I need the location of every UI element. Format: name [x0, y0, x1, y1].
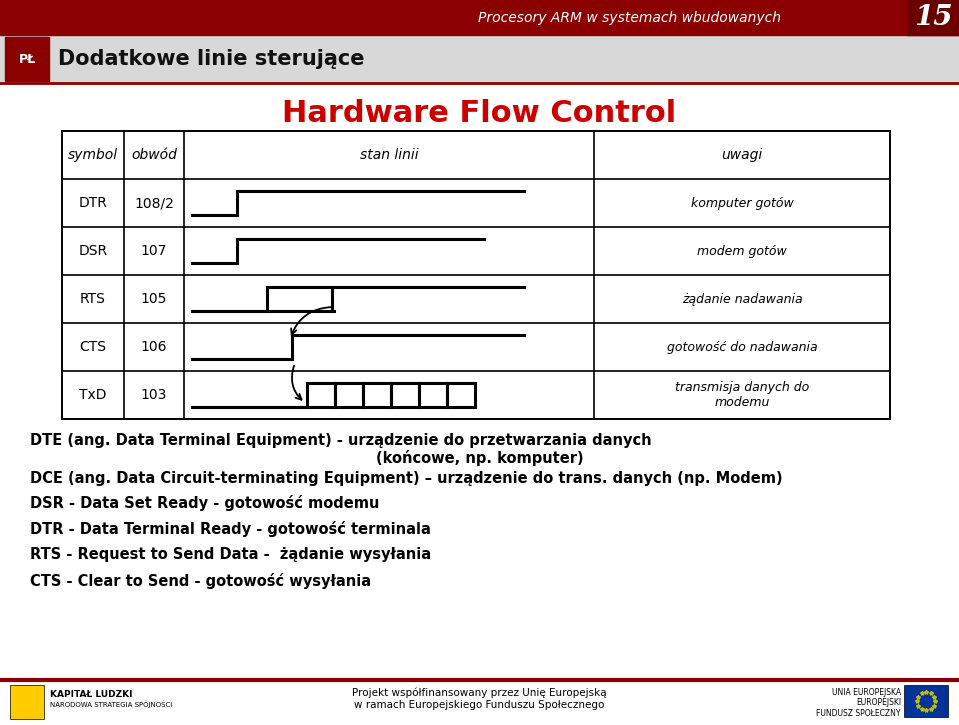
- Bar: [904, 685, 948, 717]
- Text: Procesory ARM w systemach wbudowanych: Procesory ARM w systemach wbudowanych: [479, 10, 782, 25]
- Text: 15: 15: [914, 4, 952, 31]
- Text: komputer gotów: komputer gotów: [690, 196, 793, 210]
- Text: symbol: symbol: [68, 148, 118, 162]
- Text: RTS - Request to Send Data -  żądanie wysyłania: RTS - Request to Send Data - żądanie wys…: [30, 547, 432, 562]
- Text: żądanie nadawania: żądanie nadawania: [682, 292, 803, 305]
- Text: RTS: RTS: [80, 292, 105, 306]
- Bar: [10, 685, 44, 719]
- Bar: [62, 131, 890, 419]
- Bar: [5, 37, 49, 81]
- Text: DCE (ang. Data Circuit-terminating Equipment) – urządzenie do trans. danych (np.: DCE (ang. Data Circuit-terminating Equip…: [30, 471, 783, 486]
- Text: CTS - Clear to Send - gotowość wysyłania: CTS - Clear to Send - gotowość wysyłania: [30, 573, 371, 589]
- Text: DTR: DTR: [79, 196, 107, 210]
- Text: modem gotów: modem gotów: [697, 244, 787, 257]
- Text: DSR: DSR: [79, 244, 107, 258]
- Text: NARODOWA STRATEGIA SPÓJNOŚCI: NARODOWA STRATEGIA SPÓJNOŚCI: [50, 700, 173, 708]
- Text: stan linii: stan linii: [360, 148, 418, 162]
- Text: gotowość do nadawania: gotowość do nadawania: [667, 341, 817, 354]
- Text: UNIA EUROPEJSKA
EUROPEJSKI
FUNDUSZ SPOŁECZNY: UNIA EUROPEJSKA EUROPEJSKI FUNDUSZ SPOŁE…: [816, 688, 901, 718]
- Text: KAPITAŁ LUDZKI: KAPITAŁ LUDZKI: [50, 690, 132, 699]
- Text: Hardware Flow Control: Hardware Flow Control: [282, 99, 677, 128]
- Text: DTR - Data Terminal Ready - gotowość terminala: DTR - Data Terminal Ready - gotowość ter…: [30, 521, 431, 537]
- Text: transmisja danych do
modemu: transmisja danych do modemu: [675, 381, 809, 409]
- Text: TxD: TxD: [80, 388, 106, 402]
- Text: (końcowe, np. komputer): (końcowe, np. komputer): [376, 450, 583, 466]
- Text: PŁ: PŁ: [18, 52, 35, 65]
- Text: 106: 106: [141, 340, 167, 354]
- Text: 103: 103: [141, 388, 167, 402]
- Bar: [907, 0, 959, 35]
- Text: DTE (ang. Data Terminal Equipment) - urządzenie do przetwarzania danych: DTE (ang. Data Terminal Equipment) - urz…: [30, 433, 651, 448]
- Text: CTS: CTS: [80, 340, 106, 354]
- Text: obwód: obwód: [131, 148, 177, 162]
- Text: Dodatkowe linie sterujące: Dodatkowe linie sterujące: [58, 49, 364, 69]
- Bar: [0, 35, 959, 83]
- Bar: [0, 0, 959, 35]
- Text: Projekt współfinansowany przez Unię Europejską
w ramach Europejskiego Funduszu S: Projekt współfinansowany przez Unię Euro…: [352, 688, 607, 710]
- Text: 107: 107: [141, 244, 167, 258]
- Text: DSR - Data Set Ready - gotowość modemu: DSR - Data Set Ready - gotowość modemu: [30, 495, 380, 511]
- Text: 108/2: 108/2: [134, 196, 174, 210]
- Text: uwagi: uwagi: [721, 148, 762, 162]
- Text: 105: 105: [141, 292, 167, 306]
